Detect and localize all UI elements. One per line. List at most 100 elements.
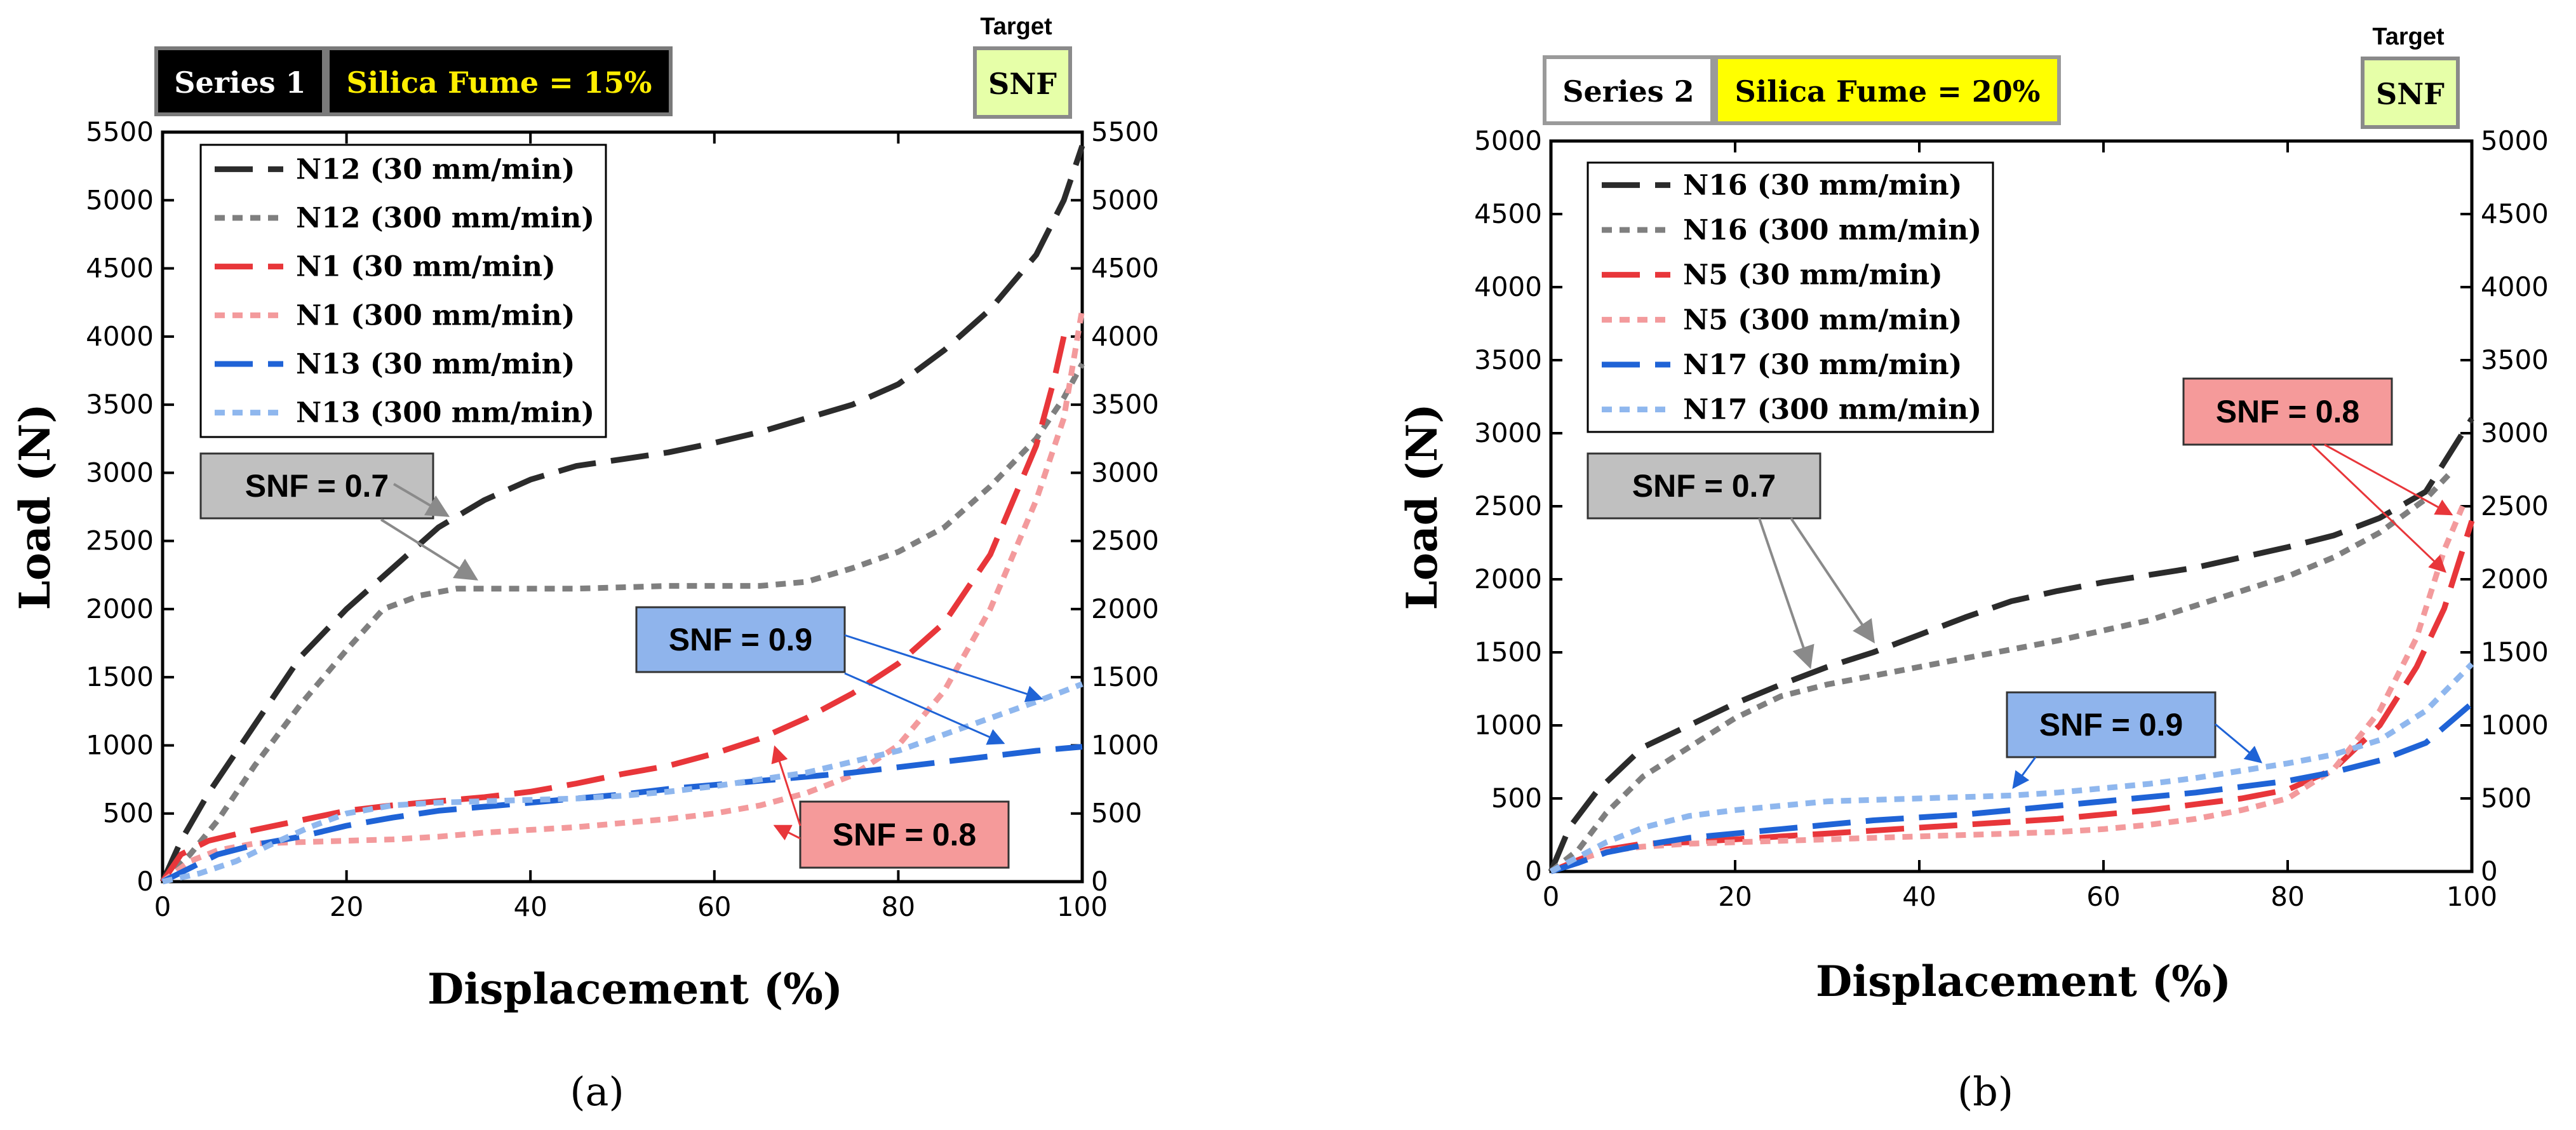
x-tick-label: 20 <box>1718 881 1752 912</box>
y-tick-label-right: 5000 <box>2481 125 2549 156</box>
y-tick-label-right: 4000 <box>1091 321 1159 352</box>
y-tick-label: 2500 <box>86 525 154 556</box>
callout-arrow <box>2215 723 2263 763</box>
x-tick-label: 80 <box>2271 881 2304 912</box>
y-tick-label-right: 2500 <box>1091 525 1159 556</box>
target-label: Target <box>980 13 1052 40</box>
series-line <box>160 335 1067 884</box>
y-tick-label-right: 1500 <box>2481 636 2549 668</box>
legend-label: N1 (30 mm/min) <box>296 251 556 283</box>
series-badge: Series 1 <box>154 46 326 116</box>
target-badge: SNF <box>973 46 1072 119</box>
callout-arrow <box>2012 757 2037 790</box>
y-tick-label-right: 5000 <box>1091 184 1159 215</box>
x-tick-label: 80 <box>882 891 915 922</box>
x-axis-ticks: 0 20 40 60 80 100 <box>154 132 1108 922</box>
y-tick-label: 500 <box>103 798 154 829</box>
y-tick-label: 3000 <box>1474 417 1542 448</box>
series-line <box>1548 417 2474 873</box>
callout-text: SNF = 0.7 <box>1632 468 1776 504</box>
y-tick-label-right: 4000 <box>2481 271 2549 302</box>
y-tick-label: 5500 <box>86 116 154 147</box>
callout-snf-08: SNF = 0.8 <box>771 745 1010 869</box>
series-badge-text: Series 1 <box>174 65 305 100</box>
legend-label: N16 (30 mm/min) <box>1683 169 1962 201</box>
y-tick-label-right: 3500 <box>1091 389 1159 420</box>
y-tick-label: 4500 <box>1474 198 1542 229</box>
callout-snf-09: SNF = 0.9 <box>635 606 1043 745</box>
y-tick-label-right: 5500 <box>1091 116 1159 147</box>
legend-label: N1 (300 mm/min) <box>296 299 575 332</box>
y-tick-label: 4500 <box>86 253 154 284</box>
legend-label: N16 (300 mm/min) <box>1683 214 1982 246</box>
series-line <box>1549 467 2456 874</box>
y-tick-label-right: 3000 <box>2481 417 2549 448</box>
x-axis-label: Displacement (%) <box>427 964 843 1014</box>
y-tick-label-right: 1000 <box>1091 729 1159 760</box>
callout-arrow <box>1758 518 1815 669</box>
y-tick-label: 0 <box>1525 856 1542 887</box>
y-tick-label: 4000 <box>86 321 154 352</box>
y-axis-label: Load (N) <box>10 403 60 610</box>
y-tick-label: 500 <box>1491 783 1542 814</box>
series-line <box>1550 505 2465 875</box>
x-tick-label: 40 <box>1902 881 1936 912</box>
x-tick-label: 20 <box>330 891 363 922</box>
legend-box <box>1587 161 1994 433</box>
x-tick-label: 40 <box>513 891 547 922</box>
callout-snf-07: SNF = 0.7 <box>199 452 479 581</box>
series-badge: Series 2 <box>1543 55 1714 125</box>
y-tick-label: 0 <box>137 866 154 897</box>
x-tick-label: 100 <box>2446 881 2497 912</box>
callout-text: SNF = 0.7 <box>245 468 389 504</box>
x-tick-label: 100 <box>1057 891 1108 922</box>
legend-label: N17 (300 mm/min) <box>1683 394 1982 426</box>
callout-text: SNF = 0.8 <box>2216 394 2360 429</box>
target-label: Target <box>2372 24 2445 50</box>
x-tick-label: 60 <box>2086 881 2120 912</box>
y-tick-label-right: 500 <box>1091 798 1142 829</box>
panel-caption: (b) <box>1957 1068 2013 1115</box>
x-tick-label: 0 <box>1543 881 1560 912</box>
y-tick-label-right: 2500 <box>2481 490 2549 521</box>
series-line <box>162 681 1083 885</box>
y-tick-label: 1500 <box>1474 636 1542 668</box>
callout-snf-07: SNF = 0.7 <box>1587 452 1875 669</box>
y-axis-ticks: 0 0 500 500 1000 1000 1500 1500 2000 2000 2500 2500… <box>1474 125 2549 887</box>
legend-label: N13 (30 mm/min) <box>296 348 575 380</box>
target-badge: SNF <box>2361 57 2460 129</box>
y-tick-label-right: 4500 <box>2481 198 2549 229</box>
series-line <box>161 309 1085 884</box>
panel-caption: (a) <box>570 1068 624 1115</box>
x-axis-label: Displacement (%) <box>1816 957 2231 1006</box>
series-badge-text: Series 2 <box>1562 74 1694 109</box>
y-tick-label-right: 2000 <box>2481 563 2549 595</box>
y-tick-label: 5000 <box>86 184 154 215</box>
series-lines <box>1548 417 2475 875</box>
callout-text: SNF = 0.9 <box>669 622 813 657</box>
legend: N16 (30 mm/min) N16 (300 mm/min) N5 (30 mm… <box>1587 161 1994 433</box>
y-tick-label-right: 2000 <box>1091 593 1159 624</box>
callout-arrow <box>844 672 1005 745</box>
y-axis-label: Load (N) <box>1397 403 1447 610</box>
series-line <box>160 362 1085 884</box>
legend-label: N5 (300 mm/min) <box>1683 304 1962 336</box>
y-tick-label-right: 3500 <box>2481 344 2549 375</box>
y-tick-label: 3500 <box>86 389 154 420</box>
y-tick-label-right: 4500 <box>1091 253 1159 284</box>
y-tick-label-right: 0 <box>2481 856 2498 887</box>
callout-arrow <box>1790 517 1875 643</box>
y-tick-label-right: 1000 <box>2481 710 2549 741</box>
y-tick-label: 2000 <box>86 593 154 624</box>
callout-arrow <box>773 824 801 840</box>
y-axis-ticks: 0 0 500 500 1000 1000 1500 1500 2000 2000 2500 2500… <box>86 116 1159 897</box>
callout-text: SNF = 0.8 <box>833 817 977 852</box>
y-tick-label: 4000 <box>1474 271 1542 302</box>
y-tick-label-right: 1500 <box>1091 661 1159 692</box>
callout-arrow <box>844 634 1043 703</box>
x-axis-ticks: 0 20 40 60 80 100 <box>1543 141 2497 912</box>
y-tick-label: 1000 <box>1474 710 1542 741</box>
